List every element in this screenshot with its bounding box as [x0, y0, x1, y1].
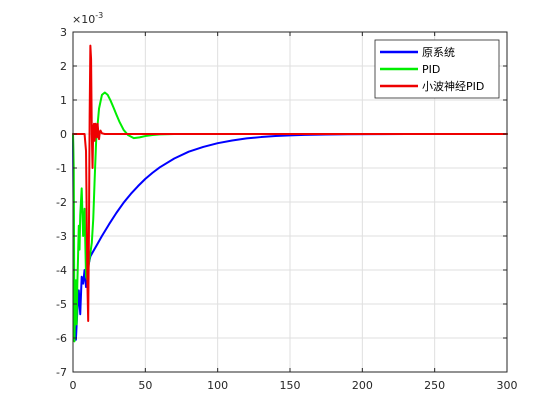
- y-exponent-power: -3: [95, 11, 103, 20]
- x-tick-label: 300: [497, 379, 518, 392]
- y-tick-label: 1: [60, 94, 67, 107]
- y-tick-label: 0: [60, 128, 67, 141]
- series-line-2: [72, 44, 508, 322]
- y-tick-label: -6: [56, 332, 67, 345]
- series-line-0: [72, 133, 508, 341]
- x-tick-label: 200: [352, 379, 373, 392]
- y-exponent-base: ×10: [72, 13, 95, 26]
- x-tick-labels: 0 50 100 150 200 250 300: [70, 379, 518, 392]
- y-tick-label: -3: [56, 230, 67, 243]
- x-tick-label: 100: [207, 379, 228, 392]
- y-tick-label: -7: [56, 366, 67, 379]
- legend-label-1: PID: [422, 63, 440, 76]
- y-tick-label: -4: [56, 264, 67, 277]
- legend-label-2: 小波神经PID: [422, 79, 484, 93]
- y-tick-labels: 3 2 1 0 -1 -2 -3 -4 -5 -6 -7: [56, 26, 67, 379]
- series-layer: [72, 44, 508, 343]
- y-tick-label: -1: [56, 162, 67, 175]
- y-exponent-label: ×10-3: [72, 11, 103, 26]
- x-tick-label: 150: [280, 379, 301, 392]
- ticks: [72, 31, 508, 373]
- y-tick-label: -5: [56, 298, 67, 311]
- y-tick-label: -2: [56, 196, 67, 209]
- y-tick-label: 3: [60, 26, 67, 39]
- legend: 原系统 PID 小波神经PID: [374, 39, 500, 99]
- series-line-1: [72, 91, 508, 343]
- y-tick-label: 2: [60, 60, 67, 73]
- legend-label-0: 原系统: [422, 46, 455, 59]
- x-tick-label: 50: [138, 379, 152, 392]
- x-tick-label: 250: [424, 379, 445, 392]
- x-tick-label: 0: [70, 379, 77, 392]
